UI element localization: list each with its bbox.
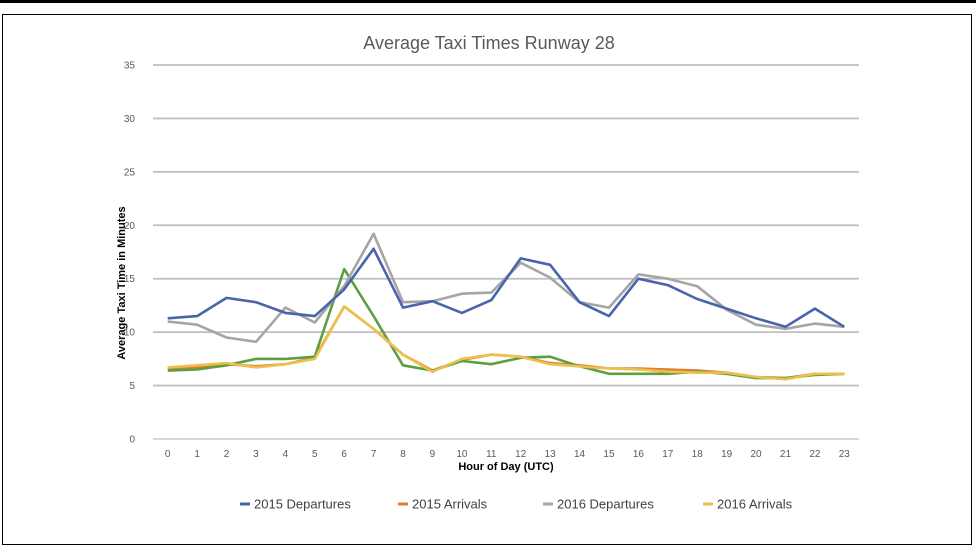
top-border-rule [0,0,976,3]
x-tick-label: 9 [430,449,436,460]
x-tick-label: 0 [165,449,171,460]
legend-label: 2015 Departures [254,497,351,512]
chart-frame: Average Taxi Times Runway 28 0 5 10 15 20 25 3… [2,14,972,545]
series-line-3 [167,305,845,381]
legend-label: 2016 Departures [557,497,654,512]
x-tick-label: 10 [456,449,468,460]
x-tick-label: 3 [253,449,259,460]
series-lines [167,232,845,381]
x-tick-label: 15 [603,449,615,460]
x-tick-label: 23 [839,449,851,460]
y-tick-label: 20 [124,221,136,232]
y-tick-labels: 0 5 10 15 20 25 30 35 [124,61,136,446]
legend-label: 2015 Arrivals [412,497,488,512]
series-line-0 [167,247,845,329]
series-line-4 [167,267,845,380]
x-tick-label: 5 [312,449,318,460]
y-tick-label: 15 [124,274,136,285]
y-axis-label: Average Taxi Time in Minutes [116,206,128,359]
x-tick-label: 20 [750,449,762,460]
line-chart: Average Taxi Times Runway 28 05101520253… [116,33,859,512]
chart-title: Average Taxi Times Runway 28 [363,33,614,53]
x-tick-label: 11 [486,449,497,460]
x-tick-label: 4 [283,449,289,460]
x-axis-label: Hour of Day (UTC) [458,461,554,473]
x-tick-label: 2 [224,449,230,460]
y-tick-label: 10 [124,328,136,339]
x-tick-label: 14 [574,449,586,460]
x-tick-label: 8 [400,449,406,460]
y-tick-label: 0 [129,435,135,446]
x-tick-label: 18 [692,449,704,460]
y-tick-label: 5 [129,381,135,392]
gridlines [153,64,859,440]
y-tick-label: 30 [124,114,136,125]
legend-label: 2016 Arrivals [717,497,793,512]
x-tick-label: 17 [662,449,674,460]
y-tick-label: 25 [124,167,136,178]
x-tick-label: 13 [545,449,557,460]
x-tick-label: 1 [194,449,200,460]
x-tick-label: 12 [515,449,527,460]
x-tick-label: 19 [721,449,733,460]
x-tick-label: 21 [780,449,792,460]
legend: 2015 Departures 2015 Arrivals 2016 Departu… [240,497,793,512]
x-tick-labels: 0 1 2 3 4 5 6 7 8 9 10 11 12 13 14 15 16 17 18 19 20 21 22 23 [165,449,850,460]
x-tick-label: 16 [633,449,645,460]
x-tick-label: 6 [341,449,347,460]
x-tick-label: 22 [809,449,821,460]
x-tick-label: 7 [371,449,377,460]
series-line-2 [167,232,845,344]
y-tick-label: 35 [124,61,136,72]
